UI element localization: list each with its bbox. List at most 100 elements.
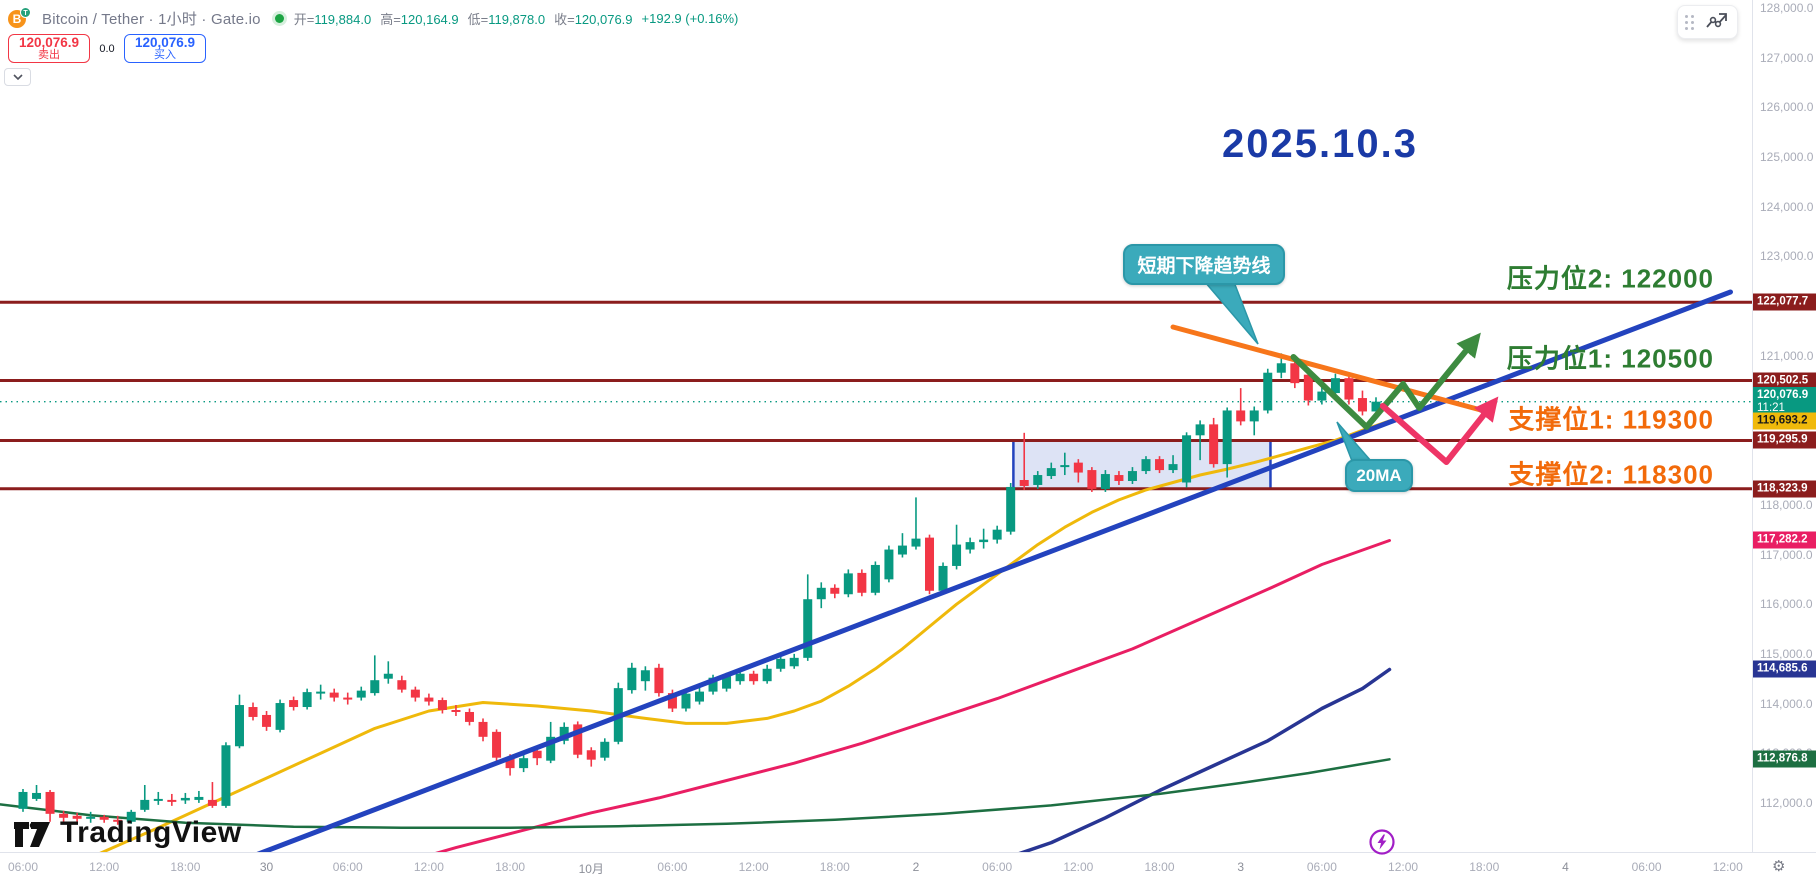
time-label: 3 <box>1237 860 1245 874</box>
candle-body <box>424 697 434 702</box>
time-label: 06:00 <box>657 860 688 874</box>
time-label: 12:00 <box>1388 860 1419 874</box>
candle-body <box>1249 410 1259 422</box>
ma-line-MA-green[interactable] <box>0 758 1391 829</box>
ma-line-MA-blue[interactable] <box>990 667 1392 853</box>
candle-body <box>1263 372 1273 411</box>
candle-body <box>140 799 150 810</box>
time-label: 30 <box>259 860 274 874</box>
major-ascending-trendline[interactable] <box>256 289 1733 852</box>
candle-body <box>1222 410 1232 465</box>
candle-body <box>492 731 502 758</box>
candle-body <box>762 668 772 682</box>
high-value: 120,164.9 <box>400 11 459 27</box>
pair-logo[interactable]: B T <box>8 7 34 29</box>
candle-body <box>1357 398 1367 412</box>
candle-body <box>316 691 326 694</box>
short-term-descending-trendline[interactable] <box>1170 324 1491 415</box>
candle-body <box>505 757 515 769</box>
tradingview-watermark[interactable]: TradingView <box>14 816 242 850</box>
collapse-panel-button[interactable] <box>4 68 31 86</box>
candle-body <box>952 544 962 566</box>
candle-body <box>749 673 759 682</box>
time-label: 4 <box>1562 860 1569 874</box>
candle-body <box>1006 486 1016 532</box>
callout-tail <box>1203 281 1259 345</box>
candle-body <box>72 815 82 819</box>
candle-body <box>1209 424 1219 465</box>
candle-body <box>965 542 975 550</box>
lightning-icon <box>1369 829 1395 855</box>
chevron-down-icon <box>12 74 23 80</box>
candle-body <box>627 667 637 691</box>
pink-dip-arrow[interactable] <box>1379 396 1499 465</box>
close-value: 120,076.9 <box>574 11 633 27</box>
drag-handle-icon[interactable] <box>1685 14 1694 30</box>
time-label: 12:00 <box>89 860 120 874</box>
time-label: 18:00 <box>170 860 201 874</box>
price-badge: 120,502.5 <box>1753 372 1816 390</box>
buy-label: 买入 <box>154 48 176 61</box>
boost-button[interactable] <box>1368 828 1396 861</box>
candle-body <box>478 721 488 737</box>
candle-body <box>803 599 813 658</box>
candle-body <box>356 690 366 698</box>
price-tick: 114,000.0 <box>1760 696 1813 711</box>
candle-body <box>383 673 393 679</box>
candle-body <box>586 750 596 760</box>
candle-body <box>1046 468 1056 477</box>
candle-body <box>573 724 583 755</box>
buy-button[interactable]: 120,076.9 买入 <box>124 34 206 63</box>
candle-body <box>519 758 529 769</box>
price-badge: 117,282.2 <box>1753 531 1816 549</box>
ma-line-MA20-yellow[interactable] <box>70 419 1391 852</box>
candle-body <box>59 813 69 818</box>
price-badge: 118,323.9 <box>1753 480 1816 498</box>
time-label: 06:00 <box>1631 860 1662 874</box>
green-bounce-arrow[interactable] <box>1290 332 1481 430</box>
candle-body <box>234 705 244 747</box>
symbol-header: B T Bitcoin / Tether · 1小时 · Gate.io 开=1… <box>8 6 738 30</box>
candle-body <box>681 693 691 709</box>
time-label: 06:00 <box>332 860 363 874</box>
candle-body <box>1303 374 1313 401</box>
candle-body <box>1073 462 1083 473</box>
price-tick: 117,000.0 <box>1760 547 1813 562</box>
symbol-title[interactable]: Bitcoin / Tether · 1小时 · Gate.io <box>42 10 261 28</box>
trendline-tool-icon[interactable] <box>1704 11 1730 33</box>
price-badge: 119,295.9 <box>1753 431 1816 449</box>
tradingview-brand-text: TradingView <box>60 816 242 849</box>
price-badge: 122,077.7 <box>1753 293 1816 311</box>
price-badge: 112,876.8 <box>1753 750 1816 768</box>
ma-line-MA-pink[interactable] <box>395 539 1391 853</box>
time-label: 06:00 <box>7 860 39 874</box>
time-axis[interactable]: ⚙ 06:00 12:00 18:00 30 06:00 12:00 18:00 10月 06:… <box>0 852 1816 882</box>
time-label: 06:00 <box>982 860 1013 874</box>
candle-body <box>1155 459 1165 471</box>
candlestick-chart[interactable] <box>0 0 1753 852</box>
candle-body <box>1317 391 1327 401</box>
resistance1-label: 压力位1: 120500 <box>1506 343 1714 374</box>
buy-price: 120,076.9 <box>134 34 196 50</box>
candle-body <box>1168 464 1178 471</box>
sell-button[interactable]: 120,076.9 卖出 <box>8 34 90 63</box>
candle-body <box>180 797 190 801</box>
tether-icon: T <box>20 7 31 18</box>
price-badge: 114,685.6 <box>1753 660 1816 678</box>
time-label: 2 <box>912 860 920 874</box>
candle-body <box>532 750 542 759</box>
candle-body <box>194 796 204 800</box>
candle-body <box>45 791 55 814</box>
time-label: 18:00 <box>1469 860 1500 874</box>
axis-settings-gear-icon[interactable]: ⚙ <box>1772 858 1786 875</box>
sell-price: 120,076.9 <box>18 34 80 50</box>
time-label: 12:00 <box>1712 860 1743 874</box>
time-label: 18:00 <box>819 860 850 874</box>
drawing-mini-toolbar[interactable] <box>1677 5 1738 39</box>
candle-body <box>207 799 217 806</box>
candle-body <box>167 799 177 802</box>
candle-body <box>830 587 840 594</box>
candle-body <box>1371 401 1381 412</box>
candle-body <box>370 680 380 694</box>
price-axis[interactable]: 128,000.0 127,000.0 126,000.0 125,000.0 124,… <box>1752 0 1816 852</box>
